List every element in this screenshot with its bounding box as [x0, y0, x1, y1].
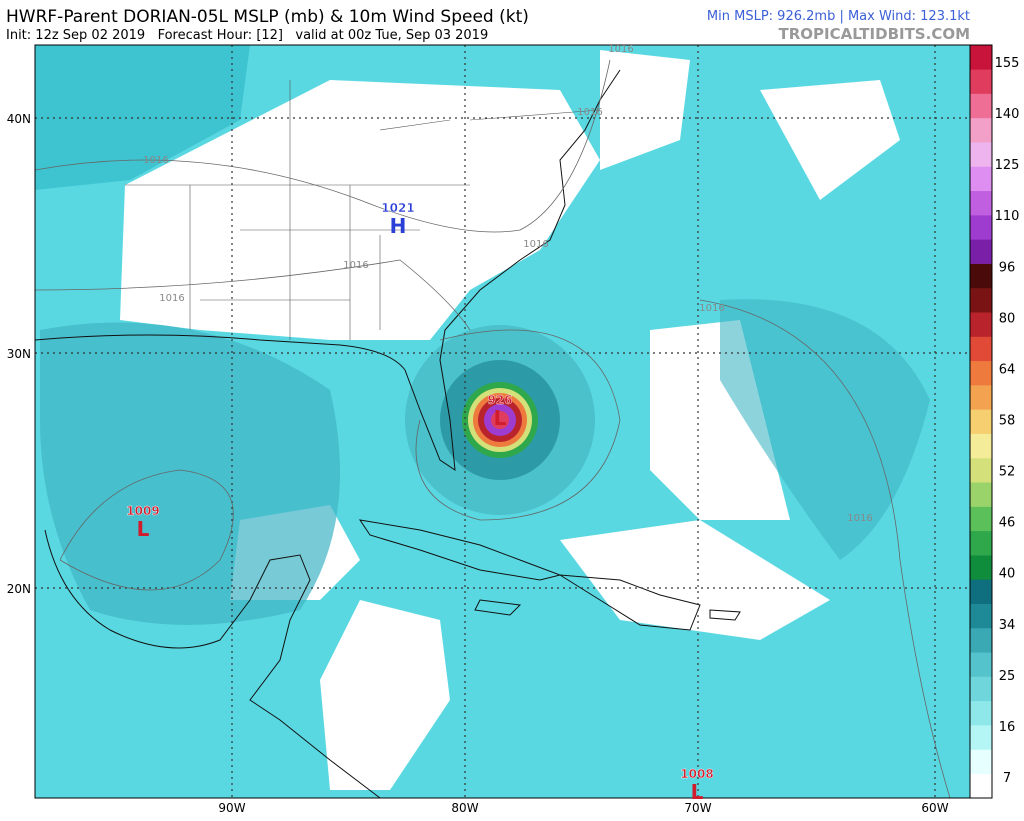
subtitle: Init: 12z Sep 02 2019 Forecast Hour: [12… [6, 28, 488, 43]
calm-area [120, 80, 600, 340]
isobar-label: 1016 [608, 44, 633, 55]
isobar-label: 1016 [143, 155, 168, 166]
wind-field [720, 299, 930, 560]
colorbar-label: 140 [995, 107, 1020, 122]
isobar-label: 1016 [343, 260, 368, 271]
site-name: TROPICALTIDBITS.COM [779, 25, 971, 43]
map-area [34, 44, 971, 799]
calm-area [320, 600, 450, 790]
isobar-label: 1016 [577, 107, 602, 118]
colorbar-label: 125 [995, 158, 1020, 173]
colorbar-segment [970, 409, 992, 434]
lon-label: 60W [921, 801, 948, 815]
title: HWRF-Parent DORIAN-05L MSLP (mb) & 10m W… [6, 7, 529, 27]
pressure-center: L [494, 406, 507, 430]
colorbar-label: 58 [999, 414, 1016, 429]
calm-area [600, 50, 690, 170]
colorbar-segment [970, 652, 992, 677]
storm-core [491, 411, 509, 429]
colorbar-segment [970, 45, 992, 70]
colorbar-segment [970, 749, 992, 775]
colorbar-segment [970, 530, 992, 556]
colorbar-segment [970, 555, 992, 580]
colorbar-label: 34 [999, 618, 1016, 633]
colorbar-segment [970, 433, 992, 459]
colorbar-segment [970, 457, 992, 483]
colorbar-segment [970, 263, 992, 289]
pressure-label: 1008 [680, 767, 713, 781]
lat-label: 40N [7, 112, 31, 126]
borders [125, 80, 601, 340]
colorbar-label: 155 [995, 56, 1020, 71]
colorbar-segment [970, 627, 992, 653]
colorbar-label: 40 [999, 567, 1016, 582]
colorbar-segment [970, 603, 992, 629]
colorbar-label: 80 [999, 311, 1016, 326]
isobar-label: 1016 [699, 303, 724, 314]
colorbar-segment [970, 93, 992, 119]
colorbar-segment [970, 336, 992, 362]
lon-label: 90W [218, 801, 245, 815]
colorbar-segment [970, 190, 992, 216]
colorbar-segment [970, 676, 992, 702]
colorbar-segment [970, 142, 992, 167]
pressure-label: 1021 [381, 201, 414, 215]
colorbar-segment [970, 287, 992, 313]
stats: Min MSLP: 926.2mb | Max Wind: 123.1kt [707, 9, 970, 24]
colorbar-segment [970, 725, 992, 750]
colorbar-label: 46 [999, 516, 1016, 531]
colorbar: 155 140 125 110 96 80 64 58 52 46 40 34 25 16 7 [969, 44, 1020, 799]
colorbar-segment [970, 773, 992, 799]
colorbar-segment [970, 579, 992, 604]
calm-area [650, 320, 790, 520]
colorbar-segment [970, 506, 992, 532]
lon-label: 70W [684, 801, 711, 815]
colorbar-segment [970, 312, 992, 337]
pressure-center: H [390, 214, 407, 238]
pressure-center: L [691, 780, 704, 804]
colorbar-segment [970, 239, 992, 264]
isobars [34, 59, 951, 799]
colorbar-label: 64 [999, 362, 1016, 377]
colorbar-segment [970, 117, 992, 143]
wind-field [35, 45, 250, 190]
lat-label: 30N [7, 347, 31, 361]
lon-label: 80W [451, 801, 478, 815]
colorbar-label: 96 [999, 260, 1016, 275]
pressure-center: L [137, 517, 150, 541]
colorbar-segment [970, 700, 992, 726]
colorbar-label: 7 [1003, 771, 1011, 786]
lat-label: 20N [7, 582, 31, 596]
colorbar-segment [970, 360, 992, 386]
calm-area [560, 520, 830, 640]
coastlines [34, 69, 741, 799]
colorbar-label: 25 [999, 669, 1016, 684]
colorbar-label: 16 [999, 720, 1016, 735]
pressure-label: 926 [487, 393, 512, 407]
isobar-label: 1016 [159, 293, 184, 304]
calm-area [760, 80, 900, 200]
colorbar-segment [970, 215, 992, 240]
colorbar-segment [970, 166, 992, 192]
colorbar-label: 110 [995, 209, 1020, 224]
pressure-label: 1009 [126, 504, 159, 518]
wind-field [40, 322, 340, 625]
isobar-label: 1016 [523, 239, 548, 250]
colorbar-segment [970, 69, 992, 94]
colorbar-frame [969, 44, 993, 799]
isobar-label: 1016 [847, 513, 872, 524]
colorbar-label: 52 [999, 465, 1016, 480]
colorbar-segment [970, 385, 992, 410]
colorbar-segment [970, 482, 992, 507]
